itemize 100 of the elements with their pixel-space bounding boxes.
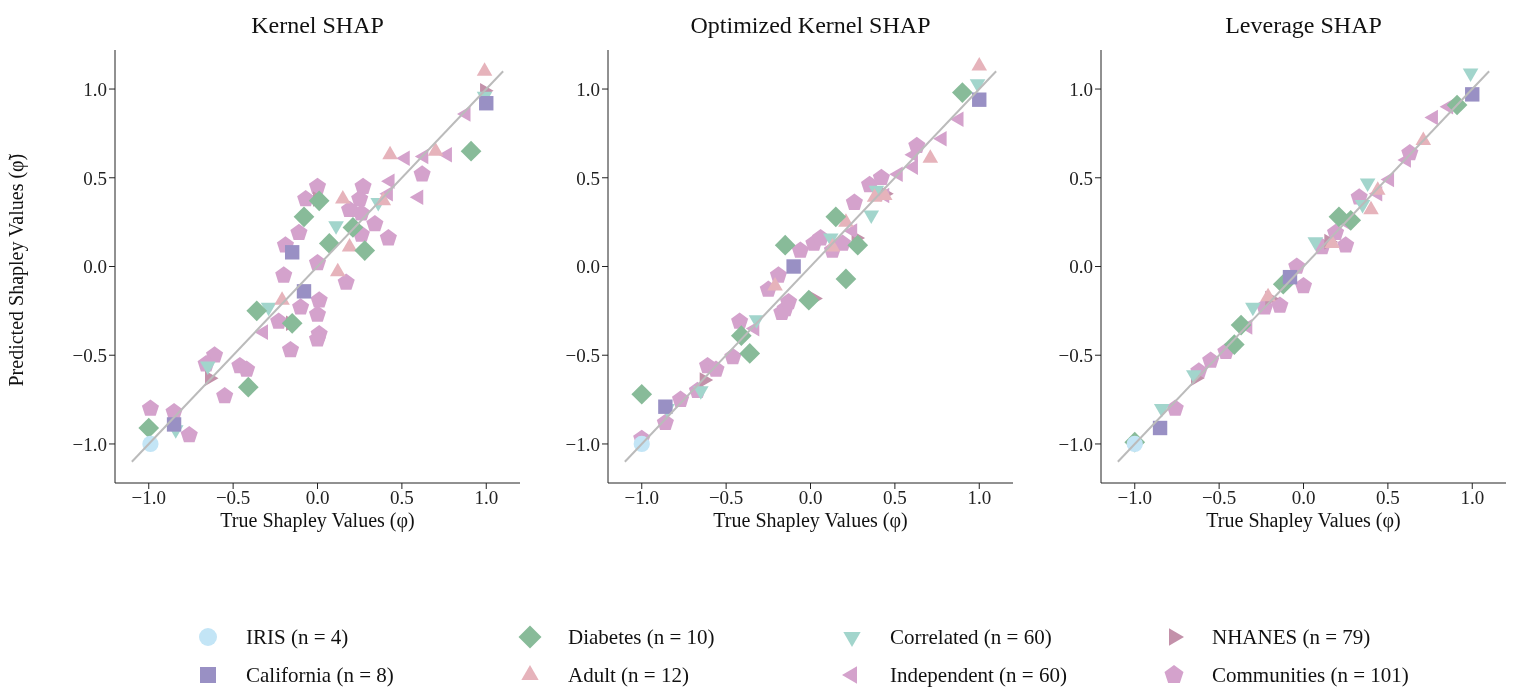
point [281, 340, 300, 358]
point [972, 92, 987, 107]
point [281, 312, 303, 334]
point [1271, 296, 1289, 313]
y-tick-label: 0.0 [1069, 256, 1093, 278]
legend-label: IRIS (n = 4) [246, 624, 349, 650]
point [246, 300, 268, 322]
point [382, 145, 398, 160]
point [329, 262, 346, 277]
point [798, 289, 820, 311]
point [284, 245, 300, 260]
point [270, 312, 288, 329]
point [731, 312, 749, 329]
point [825, 206, 847, 228]
x-tick-label: 0.0 [305, 487, 330, 509]
point [138, 417, 160, 439]
point [341, 237, 358, 252]
point [238, 360, 256, 377]
point [141, 399, 159, 416]
point [1328, 206, 1350, 228]
y-tick-label: 1.0 [83, 78, 107, 100]
x-tick-label: 1.0 [1460, 487, 1485, 509]
point [310, 291, 328, 308]
x-axis-title: True Shapley Values (φ) [712, 509, 909, 532]
legend-label: Independent (n = 60) [890, 662, 1067, 688]
y-tick-label: 0.5 [83, 167, 107, 189]
point [290, 223, 308, 241]
point [872, 168, 890, 186]
point [658, 399, 673, 414]
point [413, 165, 431, 182]
point [631, 383, 653, 405]
chart-title: Leverage SHAP [1224, 12, 1383, 39]
y-tick-label: 0.0 [576, 256, 600, 278]
legend-label: Communities (n = 101) [1212, 662, 1409, 688]
point [769, 266, 787, 283]
point [952, 82, 973, 103]
point [296, 284, 312, 299]
point [739, 343, 761, 364]
point [786, 259, 801, 274]
point [308, 305, 327, 322]
point [427, 142, 444, 156]
chart-title: Kernel SHAP [250, 12, 385, 39]
point [275, 266, 293, 283]
x-tick-label: 0.0 [1291, 487, 1316, 509]
y-tick-label: 0.0 [83, 256, 107, 278]
point [847, 234, 869, 256]
x-tick-label: 0.0 [798, 487, 823, 509]
point [237, 376, 259, 398]
x-tick-label: 1.0 [474, 487, 499, 509]
point [845, 193, 863, 210]
point [476, 62, 493, 76]
y-tick-label: −1.0 [565, 433, 600, 455]
x-tick-label: −0.5 [215, 487, 251, 509]
legend-label: Adult (n = 12) [568, 662, 689, 688]
point [318, 233, 340, 254]
point [479, 96, 494, 111]
point [351, 190, 369, 207]
point [767, 277, 783, 291]
x-axis-title: True Shapley Values (φ) [1205, 509, 1402, 532]
x-axis-title: True Shapley Values (φ) [219, 509, 416, 532]
point [216, 387, 234, 404]
x-tick-label: −1.0 [131, 487, 166, 509]
x-tick-label: 0.5 [1376, 487, 1400, 509]
y-tick-label: 1.0 [576, 78, 600, 100]
point [354, 177, 372, 194]
point [1260, 287, 1276, 302]
point [166, 417, 182, 432]
x-tick-label: −0.5 [1201, 487, 1237, 509]
point [308, 177, 327, 194]
point [335, 190, 351, 204]
y-axis-title: Predicted Shapley Values (φ̃) [5, 153, 29, 387]
point [774, 234, 796, 256]
point [1337, 236, 1355, 253]
point [292, 298, 310, 315]
x-tick-label: −1.0 [624, 487, 659, 509]
point [922, 149, 939, 163]
point [293, 206, 315, 228]
point [180, 426, 198, 443]
point [791, 241, 809, 258]
legend-label: California (n = 8) [246, 662, 394, 688]
y-tick-label: −1.0 [72, 433, 107, 455]
point [971, 56, 988, 71]
y-tick-label: −0.5 [565, 344, 600, 366]
x-tick-label: 0.5 [390, 487, 414, 509]
point [379, 229, 397, 246]
point [1294, 277, 1313, 294]
x-tick-label: 1.0 [967, 487, 992, 509]
point [950, 111, 964, 127]
y-tick-label: −1.0 [1058, 433, 1093, 455]
point [1363, 200, 1379, 215]
point [354, 240, 376, 261]
y-tick-label: 0.5 [1069, 167, 1093, 189]
point [297, 190, 315, 207]
y-tick-label: 0.5 [576, 167, 600, 189]
point [460, 140, 482, 162]
legend-label: Diabetes (n = 10) [568, 624, 715, 650]
point [337, 273, 355, 290]
x-tick-label: −0.5 [708, 487, 744, 509]
x-tick-label: 0.5 [883, 487, 907, 509]
legend-label: Correlated (n = 60) [890, 624, 1052, 650]
